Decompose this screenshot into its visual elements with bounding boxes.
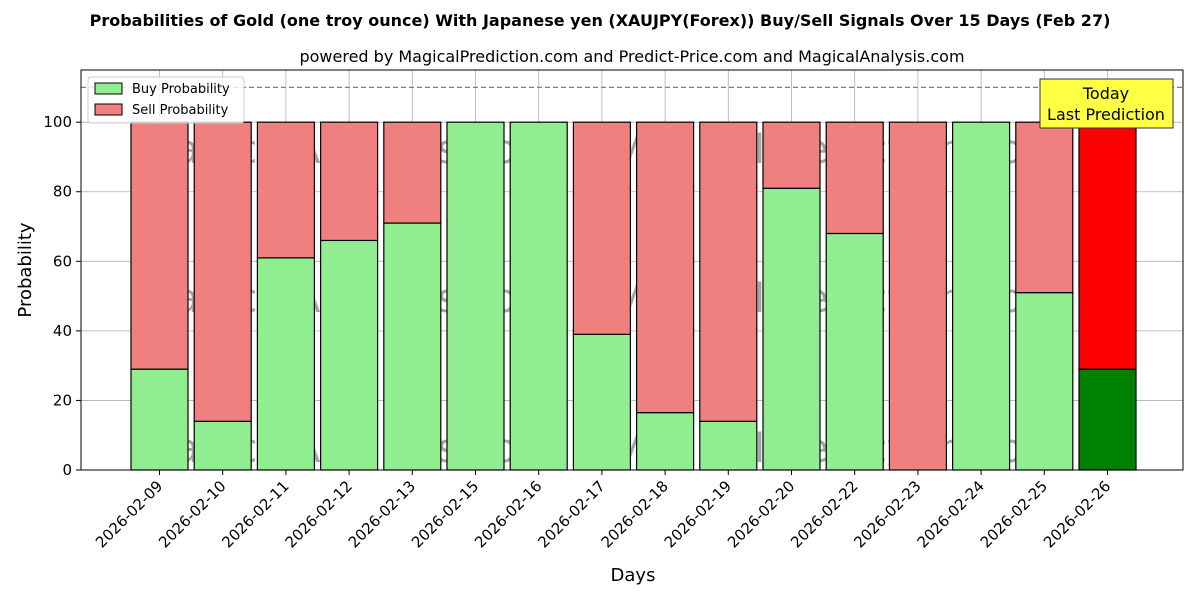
- x-tick-label: 2026-02-09: [92, 477, 166, 551]
- bar-buy: [699, 420, 758, 471]
- bar-buy: [383, 222, 442, 471]
- x-tick-label: 2026-02-18: [598, 477, 672, 551]
- bar-sell: [572, 121, 632, 335]
- bar-buy: [635, 412, 695, 471]
- bar-sell: [825, 121, 884, 235]
- x-tick-label: 2026-02-23: [850, 477, 924, 551]
- annotation-box: [1039, 78, 1174, 129]
- y-tick-label: 0: [62, 461, 72, 479]
- x-tick-label: 2026-02-24: [914, 477, 988, 551]
- x-tick-label: 2026-02-26: [1040, 477, 1114, 551]
- chart-subtitle: powered by MagicalPrediction.com and Pre…: [299, 47, 964, 66]
- plot-frame: [80, 69, 1184, 471]
- x-tick-label: 2026-02-17: [534, 477, 608, 551]
- bar-buy: [572, 333, 632, 471]
- today-annotation: Today Last Prediction: [1039, 78, 1174, 129]
- bar-sell: [699, 121, 758, 422]
- y-tick-label: 60: [53, 252, 72, 270]
- bar-sell: [193, 121, 252, 422]
- bar-buy: [256, 257, 315, 471]
- bar-buy: [130, 368, 189, 471]
- bar-buy: [951, 121, 1011, 471]
- x-tick-label: 2026-02-11: [218, 477, 292, 551]
- bar-sell: [256, 121, 315, 259]
- bar-sell: [130, 121, 189, 370]
- x-tick-label: 2026-02-22: [787, 477, 861, 551]
- bar-sell: [1078, 121, 1137, 370]
- y-tick-label: 80: [53, 183, 72, 201]
- x-tick-label: 2026-02-25: [977, 477, 1051, 551]
- y-axis-label: Probability: [15, 222, 36, 317]
- legend-box: [87, 76, 245, 124]
- bars: [130, 121, 1137, 471]
- bar-sell: [1015, 121, 1074, 294]
- y-tick-label: 100: [43, 113, 72, 131]
- chart-title: Probabilities of Gold (one troy ounce) W…: [90, 11, 1111, 30]
- x-tick-label: 2026-02-13: [345, 477, 419, 551]
- x-tick-label: 2026-02-10: [155, 477, 229, 551]
- legend-label-buy: Buy Probability: [132, 82, 230, 97]
- bar-buy: [320, 239, 379, 471]
- legend: Buy Probability Sell Probability: [87, 76, 245, 124]
- bar-buy: [446, 121, 505, 471]
- bar-buy: [509, 121, 568, 471]
- legend-swatch-sell: [94, 103, 123, 116]
- x-tick-label: 2026-02-15: [408, 477, 482, 551]
- legend-label-sell: Sell Probability: [132, 103, 229, 118]
- x-tick-label: 2026-02-20: [724, 477, 798, 551]
- bar-buy: [193, 420, 252, 471]
- x-axis-label: Days: [611, 565, 656, 586]
- annotation-line-2: Last Prediction: [1047, 105, 1165, 124]
- x-tick-label: 2026-02-12: [282, 477, 356, 551]
- bar-sell: [888, 121, 948, 471]
- bar-sell: [383, 121, 442, 224]
- bar-buy: [762, 187, 821, 471]
- annotation-line-1: Today: [1082, 84, 1129, 103]
- bar-buy: [1015, 292, 1074, 471]
- bar-sell: [762, 121, 821, 189]
- y-tick-label: 20: [53, 391, 72, 409]
- bar-buy: [825, 232, 884, 471]
- y-tick-label: 40: [53, 322, 72, 340]
- bar-sell: [635, 121, 695, 414]
- x-tick-label: 2026-02-16: [471, 477, 545, 551]
- legend-swatch-buy: [94, 82, 123, 95]
- bar-buy: [1078, 368, 1137, 471]
- x-tick-label: 2026-02-19: [661, 477, 735, 551]
- bar-sell: [320, 121, 379, 242]
